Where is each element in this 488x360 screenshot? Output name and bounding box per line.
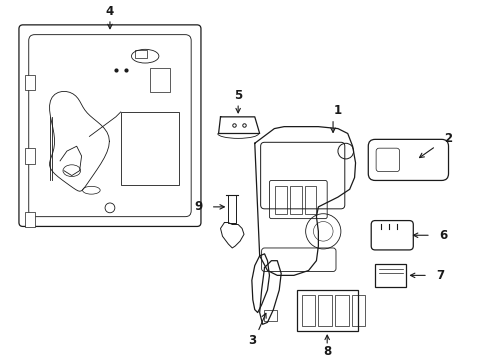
Text: 3: 3: [247, 334, 255, 347]
Text: 6: 6: [439, 229, 447, 242]
Bar: [263, 310, 277, 321]
Bar: [301, 295, 315, 326]
Bar: [150, 68, 169, 93]
Bar: [121, 112, 179, 185]
Text: 5: 5: [234, 89, 242, 102]
Bar: [334, 295, 348, 326]
Bar: [374, 264, 406, 287]
Bar: [304, 186, 316, 214]
Bar: [25, 148, 35, 164]
Bar: [25, 212, 35, 228]
Bar: [351, 295, 365, 326]
Bar: [25, 75, 35, 90]
Text: 2: 2: [444, 132, 452, 145]
Bar: [318, 295, 331, 326]
Text: 8: 8: [323, 345, 331, 358]
Bar: [228, 195, 236, 222]
Bar: [296, 290, 357, 331]
Text: 7: 7: [436, 269, 444, 282]
Text: 4: 4: [105, 5, 114, 18]
Bar: [289, 186, 301, 214]
Text: 9: 9: [195, 201, 203, 213]
Bar: [135, 50, 147, 58]
Bar: [275, 186, 286, 214]
Text: 1: 1: [333, 104, 341, 117]
